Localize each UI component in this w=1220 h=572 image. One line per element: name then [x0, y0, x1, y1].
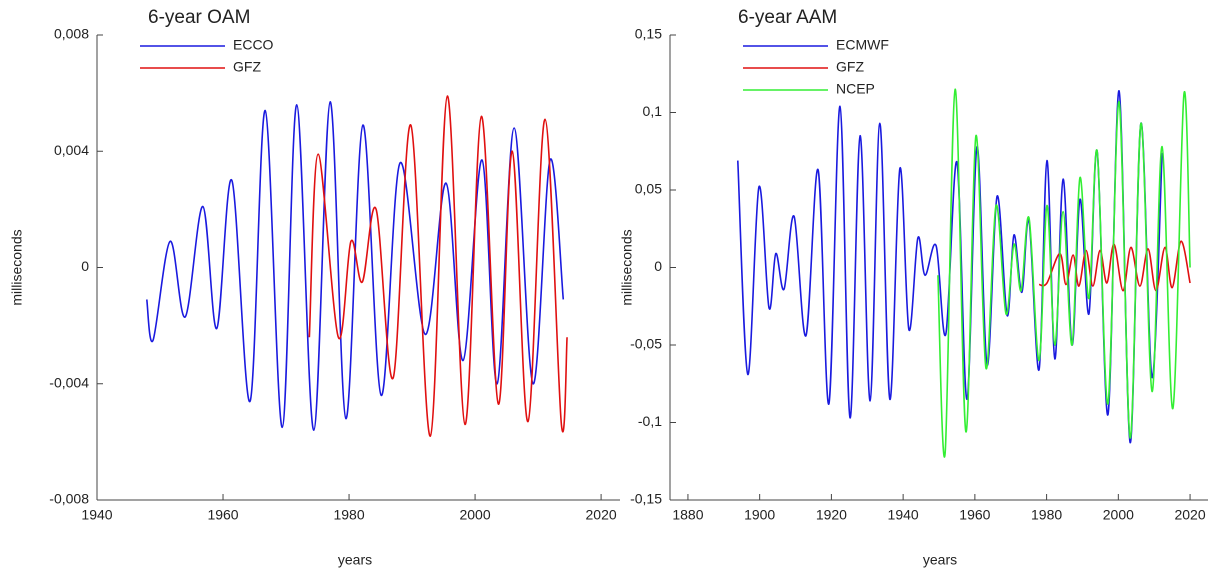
x-tick-label: 1960 [959, 507, 990, 523]
y-tick-label: 0,1 [643, 103, 663, 119]
y-tick-label: -0,1 [638, 413, 662, 429]
x-tick-label: 1980 [1031, 507, 1062, 523]
y-tick-label: 0,05 [635, 181, 662, 197]
x-tick-label: 1900 [744, 507, 775, 523]
chart-title: 6-year AAM [738, 7, 837, 28]
x-tick-label: 2020 [586, 507, 617, 523]
legend-label: GFZ [233, 59, 261, 75]
y-tick-label: 0 [81, 258, 89, 274]
x-tick-label: 2020 [1174, 507, 1205, 523]
legend-label: GFZ [836, 59, 864, 75]
x-tick-label: 1980 [333, 507, 364, 523]
x-tick-label: 1920 [816, 507, 847, 523]
x-axis-label: years [923, 552, 957, 568]
y-tick-label: 0,15 [635, 26, 662, 42]
series-line [145, 101, 565, 432]
y-axis-label: milliseconds [9, 229, 25, 305]
y-tick-label: -0,15 [630, 491, 662, 507]
legend-label: ECMWF [836, 37, 889, 53]
y-tick-label: 0 [654, 258, 662, 274]
y-tick-label: 0,004 [54, 142, 89, 158]
x-axis-label: years [338, 552, 372, 568]
y-tick-label: 0,008 [54, 26, 89, 42]
series-line [1038, 240, 1191, 292]
y-tick-label: -0,004 [49, 374, 89, 390]
y-tick-label: -0,008 [49, 491, 89, 507]
series-line [937, 88, 1191, 458]
x-tick-label: 1940 [81, 507, 112, 523]
legend-label: ECCO [233, 37, 274, 53]
x-tick-label: 2000 [1103, 507, 1134, 523]
x-tick-label: 1880 [672, 507, 703, 523]
series-line [308, 95, 568, 437]
legend-label: NCEP [836, 81, 875, 97]
x-tick-label: 1940 [888, 507, 919, 523]
y-axis-label: milliseconds [619, 229, 635, 305]
chart-title: 6-year OAM [148, 7, 250, 28]
x-tick-label: 2000 [459, 507, 490, 523]
y-tick-label: -0,05 [630, 336, 662, 352]
x-tick-label: 1960 [207, 507, 238, 523]
